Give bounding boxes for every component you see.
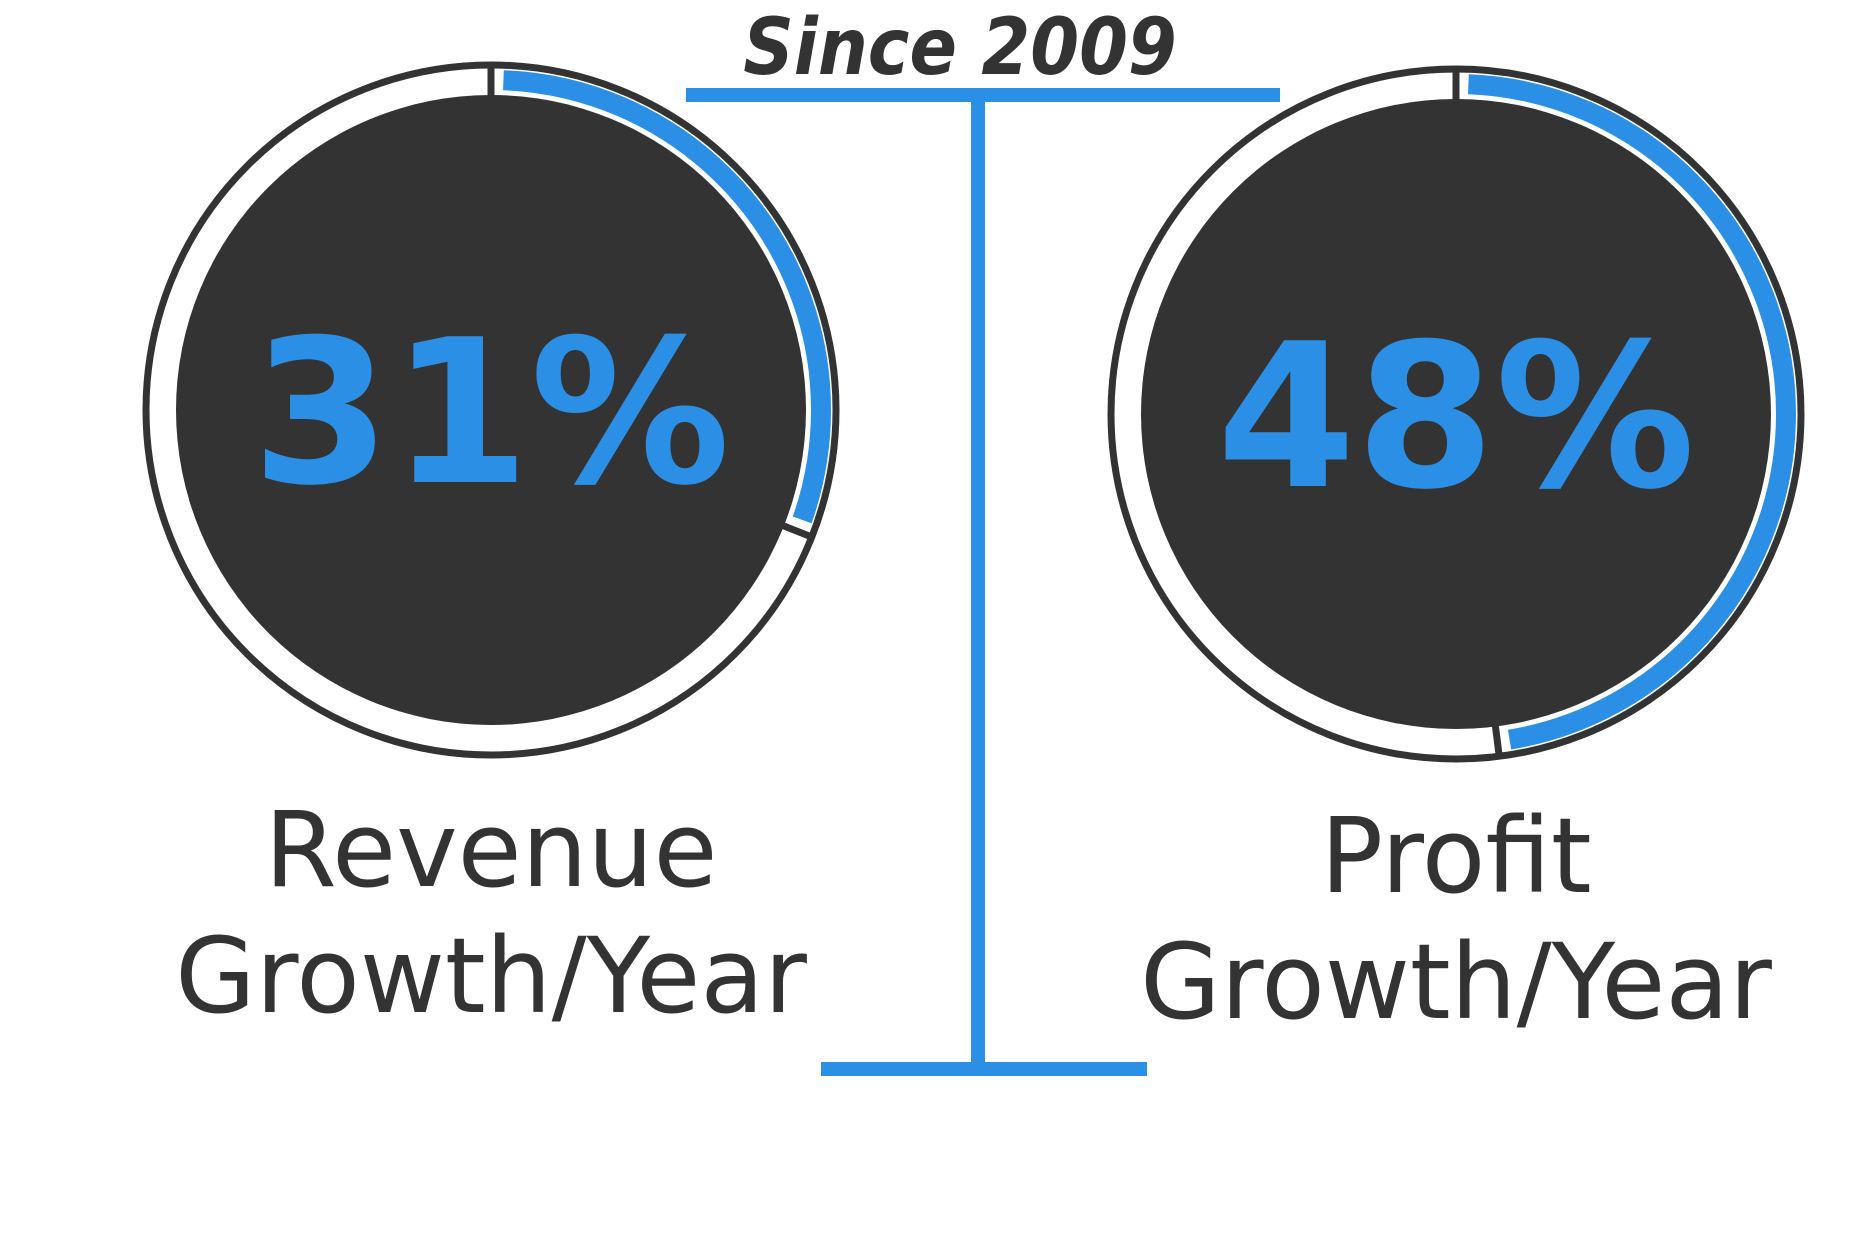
since-label: Since 2009 — [743, 3, 1176, 93]
gauge-profit-inner-disc — [1141, 99, 1771, 729]
gauge-profit-progress-arc — [1116, 74, 1796, 754]
bracket-bottom-bar — [821, 1062, 1147, 1076]
gauge-revenue-inner-disc — [176, 95, 806, 725]
gauge-revenue-value: 31% — [252, 297, 731, 530]
gauge-profit: 48% — [1107, 65, 1805, 763]
gauge-profit-label-line1: Profit — [1320, 795, 1591, 917]
gauge-revenue: 31% — [142, 61, 840, 759]
gauge-revenue-label-line1: Revenue — [265, 789, 718, 911]
gauge-profit-value: 48% — [1217, 301, 1696, 534]
gauge-revenue-progress-arc — [151, 70, 831, 750]
bracket-top-bar — [686, 88, 1280, 102]
gauge-profit-end-tick — [1491, 724, 1503, 759]
bracket-stem — [971, 100, 985, 1062]
gauge-revenue-label-line2: Growth/Year — [175, 915, 807, 1037]
gauge-revenue-end-tick — [780, 521, 815, 541]
gauge-profit-label-line2: Growth/Year — [1140, 921, 1772, 1043]
